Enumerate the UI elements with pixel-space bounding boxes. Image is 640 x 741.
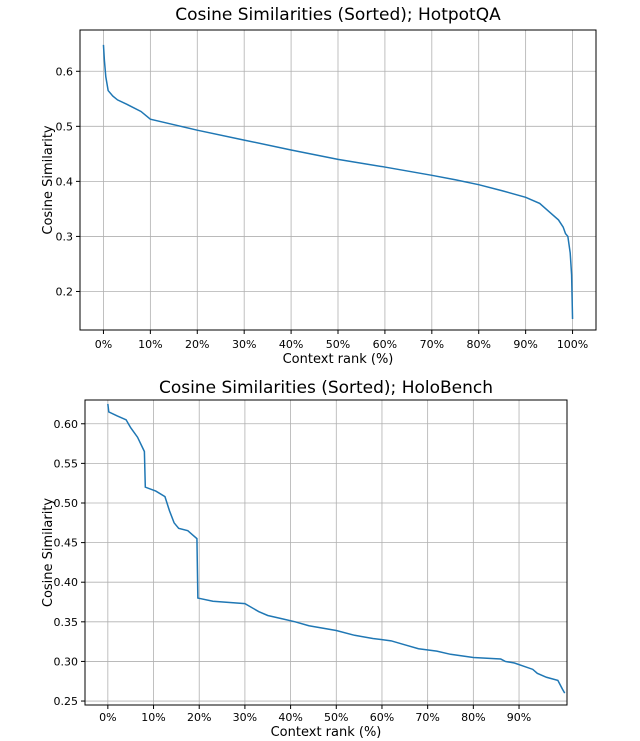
chart2-y-tick-label-3: 0.40: [54, 576, 79, 589]
chart1-x-tick-label-5: 50%: [326, 338, 350, 351]
chart1-y-tick-label-0: 0.2: [56, 285, 74, 298]
chart2-y-tick-label-0: 0.25: [54, 695, 79, 708]
chart2-y-tick-label-2: 0.35: [54, 616, 79, 629]
chart1-x-tick-label-6: 60%: [373, 338, 397, 351]
chart1-x-tick-label-7: 70%: [420, 338, 444, 351]
chart2-x-tick-label-1: 10%: [141, 711, 165, 724]
chart2-plot-frame: [84, 399, 568, 706]
chart2-y-tick-label-5: 0.50: [54, 497, 79, 510]
chart2-x-tick-label-6: 60%: [370, 711, 394, 724]
chart2-x-tick-label-0: 0%: [99, 711, 116, 724]
chart1-y-tick-label-1: 0.3: [56, 230, 74, 243]
chart2-title: Cosine Similarities (Sorted); HoloBench: [159, 378, 493, 398]
chart1-x-tick-label-0: 0%: [95, 338, 112, 351]
chart2-x-tick-label-5: 50%: [324, 711, 348, 724]
chart1-y-tick-label-4: 0.6: [56, 65, 74, 78]
chart2-y-tick-label-7: 0.60: [54, 418, 79, 431]
chart2-x-tick-label-8: 80%: [461, 711, 485, 724]
chart1-x-tick-label-4: 40%: [279, 338, 303, 351]
chart1-y-axis-label: Cosine Similarity: [41, 125, 56, 235]
chart2-x-tick-label-7: 70%: [415, 711, 439, 724]
chart1-x-tick-label-1: 10%: [138, 338, 162, 351]
chart2-x-tick-label-3: 30%: [233, 711, 257, 724]
chart1-y-tick-label-2: 0.4: [56, 175, 74, 188]
chart1-x-tick-label-10: 100%: [557, 338, 588, 351]
chart2-x-tick-label-9: 90%: [507, 711, 531, 724]
chart2-y-tick-label-1: 0.30: [54, 655, 79, 668]
chart2-x-tick-label-2: 20%: [187, 711, 211, 724]
chart1-x-tick-label-3: 30%: [232, 338, 256, 351]
holobench-chart: 0% 10% 20% 30% 40% 50% 60% 70% 80% 90% 0.25 0.30 0.3…: [41, 378, 568, 740]
chart1-title: Cosine Similarities (Sorted); HotpotQA: [175, 5, 501, 25]
chart1-x-tick-label-8: 80%: [467, 338, 491, 351]
chart2-y-tick-label-4: 0.45: [54, 537, 79, 550]
chart2-y-axis-label: Cosine Similarity: [41, 498, 56, 608]
chart2-x-axis-label: Context rank (%): [271, 725, 382, 740]
chart1-x-tick-label-2: 20%: [185, 338, 209, 351]
chart2-series-line-0: [107, 403, 566, 694]
chart2-y-tick-label-6: 0.55: [54, 457, 79, 470]
chart1-y-tick-label-3: 0.5: [56, 120, 74, 133]
chart1-series-line-0: [102, 44, 574, 320]
chart1-x-tick-label-9: 90%: [513, 338, 537, 351]
chart2-x-tick-label-4: 40%: [278, 711, 302, 724]
chart1-x-axis-label: Context rank (%): [283, 352, 394, 367]
hotpotqa-chart: 0% 10% 20% 30% 40% 50% 60% 70% 80% 90% 100% 0.2 0.3 0…: [41, 5, 597, 367]
